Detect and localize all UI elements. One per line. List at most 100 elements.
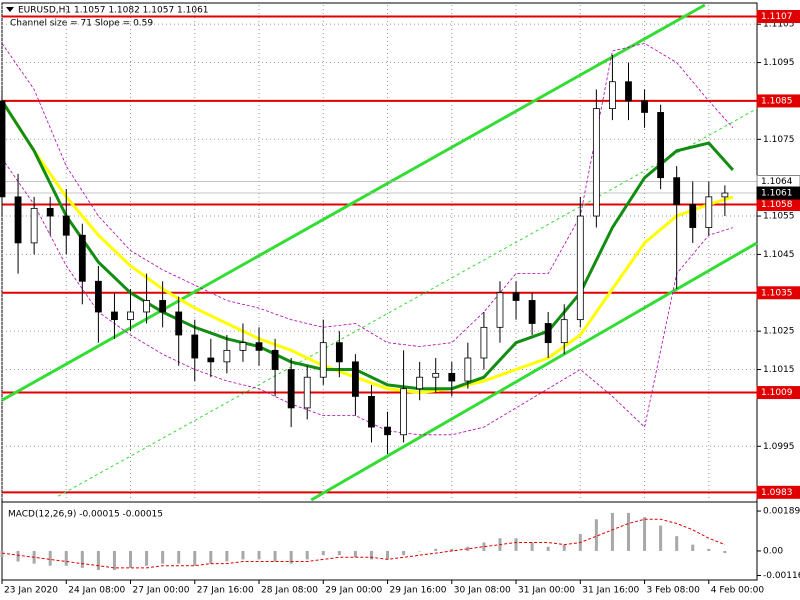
candle-body xyxy=(78,234,86,282)
x-tick-label: 31 Jan 00:00 xyxy=(518,586,575,596)
candle-body xyxy=(143,300,150,313)
channel-info: Channel size = 71 Slope = 0.59 xyxy=(10,19,153,29)
macd-bar xyxy=(161,550,165,564)
macd-bar xyxy=(0,550,4,558)
x-tick-label: 30 Jan 08:00 xyxy=(454,586,511,596)
price-tag-label: 1.1035 xyxy=(761,288,793,298)
candle-body xyxy=(416,376,424,390)
macd-bar xyxy=(610,512,614,551)
candle-body xyxy=(111,311,118,321)
price-tag xyxy=(756,386,800,400)
x-tick-label: 4 Feb 00:00 xyxy=(711,586,765,596)
y-tick-label: 1.1095 xyxy=(763,58,795,68)
price-tag-label: 1.1009 xyxy=(761,388,793,398)
candle-body xyxy=(303,376,311,409)
y-tick-label: 1.1025 xyxy=(763,327,795,337)
macd-bar xyxy=(80,550,84,568)
channel-line xyxy=(57,108,758,497)
x-tick-label: 27 Jan 16:00 xyxy=(197,586,254,596)
candle-body xyxy=(191,334,199,359)
macd-title: MACD(12,26,9) -0.00015 -0.00015 xyxy=(8,510,163,520)
indicator-line xyxy=(0,100,735,391)
price-tag xyxy=(756,94,800,108)
indicator-line xyxy=(1,42,734,347)
macd-bar xyxy=(659,525,663,551)
candle-body xyxy=(705,196,713,228)
candle-body xyxy=(30,207,38,244)
macd-bar xyxy=(225,550,229,562)
candle-body xyxy=(271,349,279,370)
candle-body xyxy=(335,342,343,363)
macd-bar xyxy=(129,550,133,568)
macd-bar xyxy=(337,550,341,556)
candle-body xyxy=(641,100,648,113)
price-tag-label: 1.1085 xyxy=(761,96,793,106)
macd-bar xyxy=(418,550,422,552)
macd-bar xyxy=(177,550,181,564)
candle-body xyxy=(14,196,22,244)
price-tag xyxy=(756,10,800,24)
macd-bar xyxy=(675,536,679,551)
x-tick-label: 29 Jan 00:00 xyxy=(325,586,382,596)
y-tick-label: 1.1055 xyxy=(763,212,795,222)
macd-bar xyxy=(112,550,116,570)
macd-bar xyxy=(562,544,566,551)
macd-bar xyxy=(273,550,277,562)
macd-bar xyxy=(482,542,486,551)
x-tick-label: 3 Feb 08:00 xyxy=(647,586,701,596)
candle-body xyxy=(657,112,665,179)
y-tick-label: 0.00189 xyxy=(763,507,800,517)
chart-title: EURUSD,H1 1.1057 1.1082 1.1057 1.1061 xyxy=(18,6,209,16)
macd-bar xyxy=(707,548,711,551)
candle-body xyxy=(528,300,536,324)
candle-body xyxy=(159,300,167,313)
x-tick-label: 24 Jan 08:00 xyxy=(68,586,125,596)
macd-bar xyxy=(434,548,438,551)
y-tick-label: 1.1105 xyxy=(763,20,795,30)
candle-body xyxy=(689,204,697,228)
macd-bar xyxy=(289,550,293,564)
macd-bar xyxy=(209,550,213,564)
y-tick-label: -0.00116 xyxy=(763,571,800,581)
y-tick-label: 1.0995 xyxy=(763,442,795,452)
macd-bar xyxy=(305,550,309,560)
candle-body xyxy=(721,192,729,198)
candle-body xyxy=(400,388,407,436)
candle-body xyxy=(448,372,456,382)
candle-body xyxy=(464,357,472,382)
x-tick-label: 31 Jan 16:00 xyxy=(582,586,639,596)
price-tag-label: 1.1058 xyxy=(761,200,793,210)
symbol-icon xyxy=(6,7,14,12)
candle-body xyxy=(94,280,102,313)
macd-bar xyxy=(466,546,470,551)
candle-body xyxy=(368,395,375,428)
macd-bar xyxy=(96,550,100,570)
macd-bar xyxy=(626,512,630,551)
candle-body xyxy=(544,323,552,344)
macd-bar xyxy=(353,550,357,558)
y-tick-label: 1.1015 xyxy=(763,365,795,375)
macd-bar xyxy=(321,550,325,556)
candle-body xyxy=(480,326,488,359)
macd-bar xyxy=(241,550,245,560)
channel-line xyxy=(310,241,758,502)
candle-body xyxy=(175,311,183,336)
candle-body xyxy=(255,342,263,351)
macd-bar xyxy=(402,550,406,556)
macd-bar xyxy=(386,550,390,560)
price-tag-label: 1.1064 xyxy=(761,177,793,187)
x-tick-label: 28 Jan 08:00 xyxy=(261,586,318,596)
macd-bar xyxy=(257,550,261,560)
macd-bar xyxy=(369,550,373,560)
macd-bar xyxy=(594,519,598,551)
candle-body xyxy=(432,372,440,378)
candle-body xyxy=(319,342,327,378)
price-tag-label: 1.1107 xyxy=(761,12,793,22)
macd-bar xyxy=(145,550,149,566)
price-tag xyxy=(756,186,800,200)
candle-body xyxy=(673,177,681,205)
macd-bar xyxy=(450,548,454,551)
candle-body xyxy=(127,311,134,321)
price-tag-label: 1.1061 xyxy=(761,189,793,199)
macd-bar xyxy=(193,550,197,566)
